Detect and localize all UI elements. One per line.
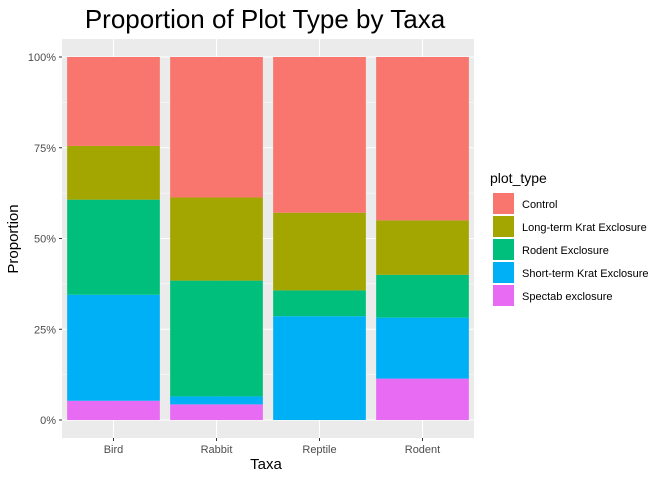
bar-segment-rabbit-rodent-exclosure	[170, 280, 263, 397]
legend-label: Long-term Krat Exclosure	[522, 222, 647, 234]
legend-key-rodent-exclosure	[493, 239, 514, 260]
x-tick-label: Reptile	[302, 444, 336, 456]
bar-segment-rodent-long-term-krat-exclosure	[376, 220, 469, 275]
legend-label: Rodent Exclosure	[522, 245, 609, 257]
bar-segment-bird-short-term-krat-exclosure	[67, 294, 160, 401]
y-tick-label: 50%	[34, 234, 56, 246]
bar-segment-rabbit-long-term-krat-exclosure	[170, 197, 263, 281]
bar-segment-rabbit-spectab-exclosure	[170, 404, 263, 420]
legend-label: Control	[522, 199, 557, 211]
legend-key-control	[493, 193, 514, 214]
chart-title: Proportion of Plot Type by Taxa	[85, 4, 446, 34]
x-tick-label: Rabbit	[201, 444, 233, 456]
bar-segment-rodent-control	[376, 57, 469, 221]
bar-segment-rabbit-short-term-krat-exclosure	[170, 396, 263, 405]
legend-label: Spectab exclosure	[522, 291, 613, 303]
y-tick-label: 0%	[40, 415, 56, 427]
bar-segment-bird-spectab-exclosure	[67, 400, 160, 420]
y-axis-title: Proportion	[5, 204, 22, 273]
x-tick-label: Rodent	[405, 444, 440, 456]
bar-segment-reptile-short-term-krat-exclosure	[273, 316, 366, 420]
y-tick-label: 100%	[28, 52, 56, 64]
x-tick-label: Bird	[104, 444, 124, 456]
bars	[67, 57, 469, 420]
legend-key-spectab-exclosure	[493, 285, 514, 306]
legend-key-short-term-krat-exclosure	[493, 262, 514, 283]
y-tick-label: 75%	[34, 143, 56, 155]
bar-segment-rodent-spectab-exclosure	[376, 378, 469, 420]
bar-segment-bird-rodent-exclosure	[67, 199, 160, 295]
y-tick-label: 25%	[34, 324, 56, 336]
bar-segment-reptile-rodent-exclosure	[273, 290, 366, 317]
legend-title: plot_type	[490, 170, 547, 186]
x-axis-title: Taxa	[250, 456, 282, 473]
bar-segment-rodent-short-term-krat-exclosure	[376, 317, 469, 379]
y-axis: 0% 25% 50% 75% 100%	[28, 52, 62, 427]
x-axis: Bird Rabbit Reptile Rodent	[104, 438, 440, 456]
legend-label: Short-term Krat Exclosure	[522, 268, 649, 280]
legend: plot_type Control Long-term Krat Exclosur…	[490, 170, 649, 306]
bar-segment-rabbit-control	[170, 57, 263, 198]
bar-segment-bird-control	[67, 57, 160, 146]
bar-segment-reptile-control	[273, 57, 366, 213]
legend-key-long-term-krat-exclosure	[493, 216, 514, 237]
bar-segment-rodent-rodent-exclosure	[376, 274, 469, 318]
bar-segment-bird-long-term-krat-exclosure	[67, 145, 160, 200]
bar-segment-reptile-long-term-krat-exclosure	[273, 212, 366, 291]
